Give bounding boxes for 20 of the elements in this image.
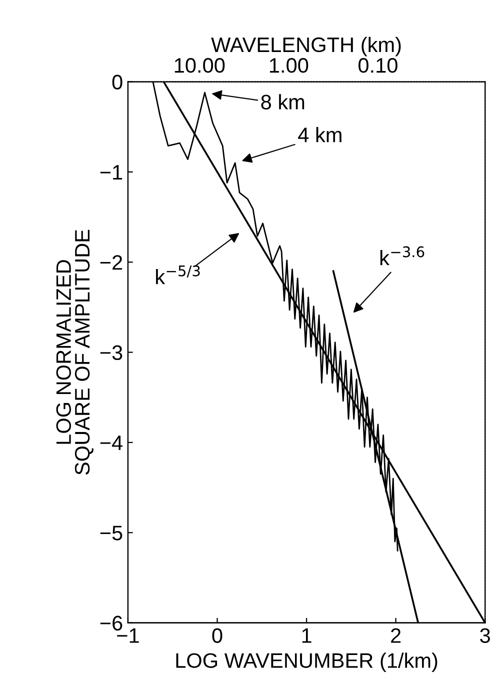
y-tick-label: −4 — [100, 436, 122, 450]
annotation: 8 km — [261, 94, 304, 110]
x2-tick-label: 0.10 — [358, 58, 398, 73]
x-tick-label: 1 — [302, 628, 312, 643]
x-tick-label: 3 — [480, 628, 490, 643]
x-tick-label: 0 — [212, 628, 222, 643]
annotation: 4 km — [298, 127, 342, 142]
annotation: k$^{−3.6}$ — [380, 246, 424, 266]
y-tick-label: −5 — [100, 526, 122, 540]
annotation: k$^{−5/3}$ — [156, 265, 200, 284]
x2-tick-label: 1.00 — [270, 58, 308, 73]
x2-axis-title: WAVELENGTH (km) — [211, 36, 401, 56]
y-axis-title: LOG NORMALIZED SQUARE OF AMPLITUDE — [56, 230, 94, 475]
y-tick-label: 0 — [112, 74, 122, 90]
x-tick-label: 2 — [391, 628, 401, 643]
x-axis-title: LOG WAVENUMBER (1/km) — [176, 652, 438, 672]
y-tick-label: −2 — [100, 255, 122, 270]
x2-tick-label: 10.00 — [174, 58, 225, 73]
y-tick-label: −3 — [100, 345, 122, 360]
y-tick-label: −1 — [100, 165, 122, 180]
